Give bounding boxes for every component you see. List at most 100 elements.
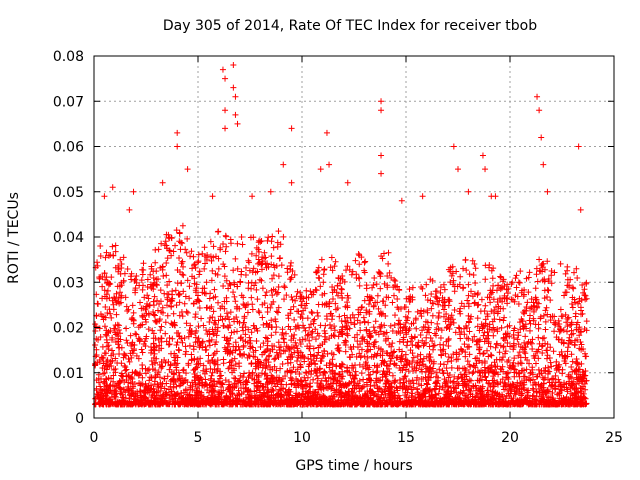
data-point [535, 325, 542, 332]
data-point [290, 364, 297, 371]
data-point [192, 311, 199, 318]
data-point [340, 381, 347, 388]
data-point [430, 342, 437, 349]
data-point [159, 304, 166, 311]
data-point [170, 310, 177, 317]
data-point [294, 288, 301, 295]
data-point [391, 321, 398, 328]
data-point [282, 330, 289, 337]
data-point [464, 358, 471, 365]
data-point [577, 304, 584, 311]
data-point [423, 281, 430, 288]
data-point [391, 348, 398, 355]
data-point [496, 349, 503, 356]
data-point [192, 314, 199, 321]
data-point [462, 353, 469, 360]
data-point [317, 283, 324, 290]
data-point [163, 272, 170, 279]
data-point [107, 310, 114, 317]
data-point [248, 285, 255, 292]
data-point [254, 296, 261, 303]
data-point [309, 310, 316, 317]
data-point [429, 338, 436, 345]
data-point [565, 314, 572, 321]
data-point [176, 299, 183, 306]
data-point [234, 328, 241, 335]
data-point [118, 292, 125, 299]
data-point [356, 282, 363, 289]
data-point [267, 304, 274, 311]
data-point [465, 312, 472, 319]
data-point [299, 315, 306, 322]
data-point [559, 313, 566, 320]
data-point [429, 312, 436, 319]
data-point [228, 329, 235, 336]
data-point [275, 228, 282, 235]
data-point [277, 241, 284, 248]
data-point [231, 293, 238, 300]
data-point [179, 313, 186, 320]
data-point [114, 359, 121, 366]
data-point [157, 287, 164, 294]
data-point [239, 241, 246, 248]
data-point [385, 260, 392, 267]
data-point [359, 303, 366, 310]
data-point [432, 391, 439, 398]
data-point [497, 273, 504, 280]
data-point [555, 323, 562, 330]
data-point [151, 312, 158, 319]
data-point [113, 311, 120, 318]
data-point [534, 373, 541, 380]
data-point [325, 374, 332, 381]
data-point [292, 339, 299, 346]
data-point [273, 349, 280, 356]
data-point [360, 376, 367, 383]
data-point [246, 334, 253, 341]
data-point [320, 279, 327, 286]
data-point [169, 335, 176, 342]
data-point [273, 324, 280, 331]
data-point [314, 372, 321, 379]
data-point [552, 372, 559, 379]
data-point [363, 348, 370, 355]
data-point [523, 304, 530, 311]
data-point [296, 324, 303, 331]
data-point [163, 380, 170, 387]
data-point [466, 361, 473, 368]
data-point [227, 309, 234, 316]
data-point [463, 325, 470, 332]
data-point [167, 377, 174, 384]
data-point [319, 291, 326, 298]
data-point [521, 339, 528, 346]
data-point [542, 374, 549, 381]
data-point [195, 251, 202, 258]
data-point [176, 292, 183, 299]
data-point [231, 328, 238, 335]
data-point [474, 302, 481, 309]
data-point [387, 322, 394, 329]
data-point [299, 390, 306, 397]
data-point [180, 263, 187, 270]
data-point [206, 328, 213, 335]
data-point [486, 264, 493, 271]
data-point [132, 285, 139, 292]
data-point [297, 361, 304, 368]
data-point [196, 271, 203, 278]
data-point [525, 376, 532, 383]
data-point [487, 343, 494, 350]
data-point [564, 344, 571, 351]
data-point [245, 257, 252, 264]
data-point [401, 362, 408, 369]
data-point [365, 301, 372, 308]
data-point [257, 344, 264, 351]
data-point [104, 343, 111, 350]
data-point [195, 323, 202, 330]
data-point [162, 330, 169, 337]
data-point [186, 283, 193, 290]
data-point [550, 375, 557, 382]
data-point [370, 324, 377, 331]
data-point [431, 330, 438, 337]
data-point [168, 252, 175, 259]
data-point [440, 281, 447, 288]
data-point [490, 332, 497, 339]
